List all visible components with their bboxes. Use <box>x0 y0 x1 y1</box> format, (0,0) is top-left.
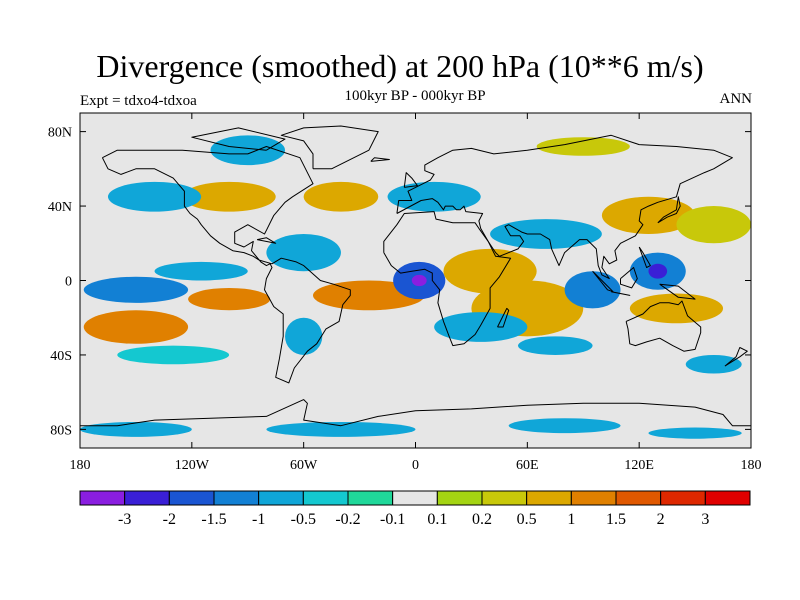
divergence-region <box>387 181 481 212</box>
coastline <box>611 291 631 296</box>
colorbar-box <box>258 490 304 506</box>
divergence-region <box>490 219 602 249</box>
map-axes: 180 120W 60W 0 60E 120E 180 80N 40N 0 40S 80S <box>48 113 762 473</box>
x-tick-label: 180 <box>70 458 91 473</box>
divergence-region <box>518 336 593 355</box>
colorbar-label: 1.5 <box>606 511 626 528</box>
colorbar-label: 1 <box>567 511 575 528</box>
colorbar-box <box>79 490 126 506</box>
colorbar-label: 0.5 <box>517 511 537 528</box>
colorbar-box <box>481 490 528 506</box>
colorbar-label: -0.2 <box>335 511 360 528</box>
colorbar-box <box>615 490 662 506</box>
colorbar-box <box>526 490 572 506</box>
colorbar-label: -0.5 <box>291 511 316 528</box>
y-tick-label: 40N <box>48 200 72 215</box>
y-tick-label: 0 <box>65 275 72 290</box>
divergence-region <box>285 317 323 355</box>
divergence-region <box>303 181 379 212</box>
divergence-region <box>80 421 192 437</box>
y-tick-label: 80N <box>48 126 72 141</box>
colorbar-box <box>570 490 617 506</box>
colorbar-box <box>347 490 394 506</box>
colorbar-box <box>168 490 215 506</box>
colorbar-label: -2 <box>163 511 176 528</box>
season-label: ANN <box>719 91 753 107</box>
divergence-region <box>210 135 286 166</box>
coastline <box>638 246 651 268</box>
coastline <box>370 157 390 162</box>
divergence-region <box>266 421 416 437</box>
y-tick-label: 40S <box>50 349 72 364</box>
coastline <box>620 267 638 289</box>
x-tick-label: 120E <box>624 458 654 473</box>
divergence-region <box>629 293 724 324</box>
coastline <box>383 211 512 347</box>
coastline <box>497 307 510 328</box>
colorbar-label: 0.2 <box>472 511 492 528</box>
divergence-region <box>182 181 276 212</box>
divergence-region <box>508 418 621 434</box>
colorbar-label: -3 <box>118 511 131 528</box>
divergence-region <box>117 345 230 365</box>
divergence-region <box>601 196 696 234</box>
coastline <box>80 399 751 427</box>
coastline <box>256 237 277 244</box>
coastline <box>396 134 733 280</box>
colorbar-box <box>213 490 260 506</box>
coastline <box>101 146 351 384</box>
colorbar-label: 3 <box>701 511 709 528</box>
colorbar-box <box>302 490 349 506</box>
chart-title: Divergence (smoothed) at 200 hPa (10**6 … <box>96 48 704 84</box>
divergence-region <box>434 312 528 342</box>
x-tick-label: 180 <box>741 458 762 473</box>
colorbar-label: -1 <box>252 511 265 528</box>
divergence-region <box>83 276 189 303</box>
divergence-region <box>648 427 742 439</box>
divergence-region <box>564 271 621 309</box>
divergence-region <box>536 137 630 156</box>
x-tick-label: 60W <box>290 458 318 473</box>
divergence-region <box>83 310 189 344</box>
divergence-region <box>648 263 668 279</box>
colorbar-box <box>704 490 751 506</box>
coastline <box>657 196 681 224</box>
experiment-label: Expt = tdxo4-tdxoa <box>80 93 197 109</box>
colorbar-box <box>436 490 483 506</box>
y-tick-label: 80S <box>50 423 72 438</box>
divergence-region <box>107 181 202 212</box>
coastline <box>191 127 286 151</box>
colorbar-box <box>124 490 170 506</box>
coastlines <box>80 125 751 427</box>
colorbar-label: 2 <box>657 511 665 528</box>
x-tick-label: 0 <box>412 458 419 473</box>
colorbar-box <box>392 490 438 506</box>
divergence-region <box>411 274 427 287</box>
colorbar-box <box>660 490 706 506</box>
x-tick-label: 60E <box>516 458 539 473</box>
divergence-region <box>154 261 248 281</box>
colorbar-label: -1.5 <box>201 511 226 528</box>
coastline <box>659 283 696 300</box>
x-tick-label: 120W <box>175 458 210 473</box>
coastline <box>280 125 379 170</box>
colorbar: -3 -2 -1.5 -1 -0.5 -0.2 -0.1 0.1 0.2 0.5 1 1.5 2 3 <box>79 490 751 528</box>
coastline <box>724 347 748 367</box>
coastline <box>403 172 418 188</box>
divergence-region <box>188 287 271 311</box>
divergence-region <box>266 233 341 272</box>
chart-subtitle: 100kyr BP - 000kyr BP <box>344 88 486 104</box>
divergence-region <box>676 206 751 244</box>
divergence-region <box>685 354 742 374</box>
colorbar-label: -0.1 <box>380 511 405 528</box>
coastline <box>625 300 702 352</box>
colorbar-label: 0.1 <box>427 511 447 528</box>
